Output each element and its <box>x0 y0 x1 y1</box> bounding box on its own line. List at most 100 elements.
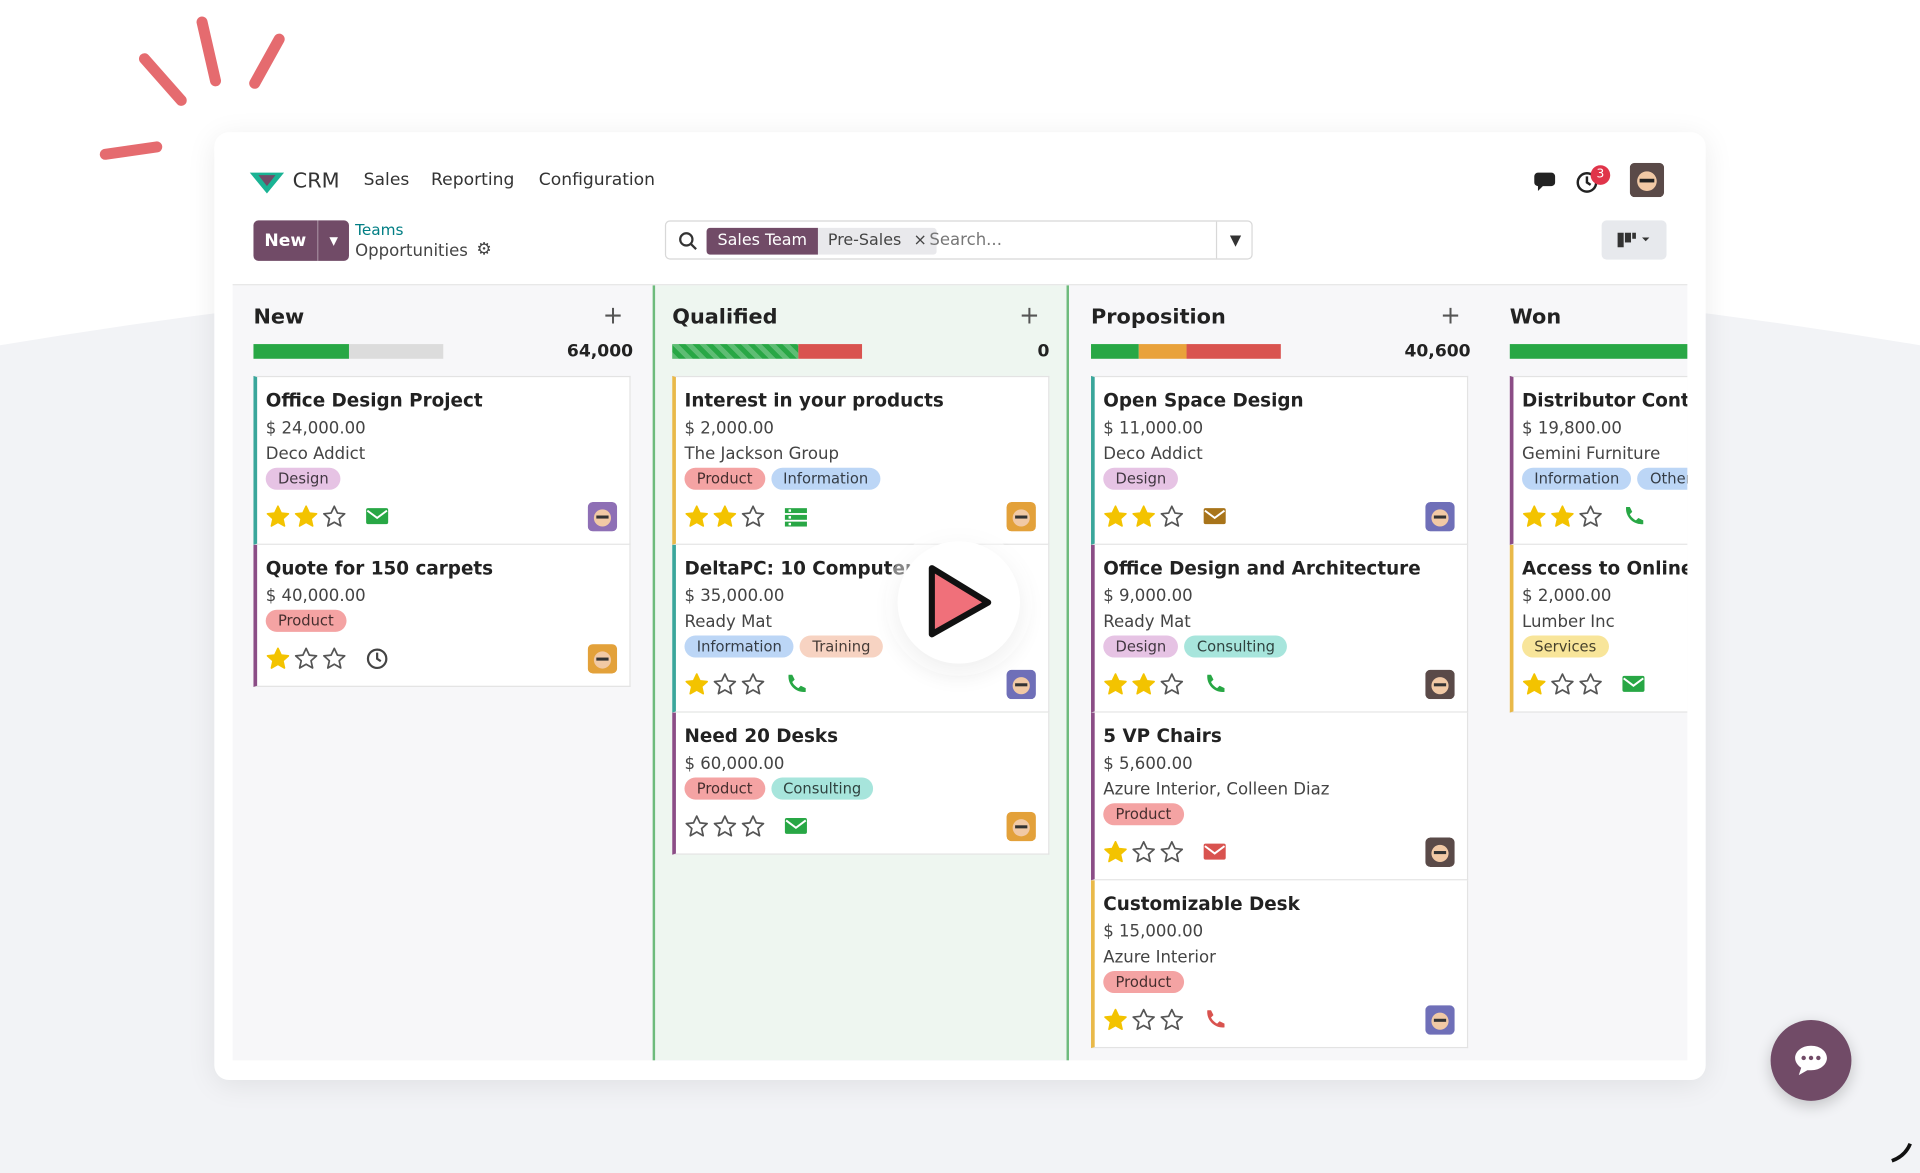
menu-item[interactable]: Reporting <box>431 170 515 190</box>
add-card[interactable]: + <box>1440 300 1461 330</box>
priority[interactable] <box>266 504 350 528</box>
progress-segment[interactable] <box>253 344 349 359</box>
star[interactable] <box>1522 504 1546 528</box>
new-label[interactable]: New <box>253 220 319 261</box>
progress-segment[interactable] <box>1091 344 1139 359</box>
priority[interactable] <box>1522 504 1606 528</box>
star[interactable] <box>713 672 737 696</box>
star[interactable] <box>1131 1008 1155 1032</box>
star[interactable] <box>713 814 737 838</box>
card-avatar[interactable] <box>1425 669 1455 700</box>
star[interactable] <box>1550 672 1574 696</box>
star[interactable] <box>1103 672 1127 696</box>
star[interactable] <box>322 647 346 671</box>
progress-segment[interactable] <box>1185 344 1281 359</box>
priority[interactable] <box>1103 672 1187 696</box>
kanban-card[interactable]: Need 20 Desks $ 60,000.00 Product Consultin… <box>672 712 1050 855</box>
menu-item[interactable]: Sales <box>363 170 410 190</box>
star[interactable] <box>1160 1008 1184 1032</box>
star[interactable] <box>1103 1008 1127 1032</box>
star[interactable] <box>684 672 709 696</box>
star[interactable] <box>1131 672 1155 696</box>
card-title: Quote for 150 carpets <box>265 557 494 580</box>
search-bar[interactable]: Sales Team Pre-Sales × Search... ▼ <box>664 220 1254 260</box>
chat-icon[interactable] <box>1533 169 1560 193</box>
star[interactable] <box>1160 672 1184 696</box>
play-button[interactable] <box>897 541 1020 664</box>
star[interactable] <box>741 672 765 696</box>
kanban-card[interactable]: Office Design and Architecture $ 9,000.00… <box>1091 544 1469 713</box>
star[interactable] <box>294 647 318 671</box>
tag: Design <box>1103 467 1179 490</box>
kanban-card[interactable]: Distributor Contract $ 19,800.00 Gemini Fu… <box>1509 375 1688 545</box>
star[interactable] <box>1160 504 1184 528</box>
card-avatar[interactable] <box>1006 669 1036 700</box>
star[interactable] <box>684 814 709 838</box>
kanban-card[interactable]: Interest in your products $ 2,000.00 The J… <box>672 375 1050 545</box>
star[interactable] <box>1103 504 1127 528</box>
facet-remove[interactable]: × <box>911 227 937 255</box>
priority[interactable] <box>684 504 768 528</box>
star[interactable] <box>266 504 290 528</box>
search-dropdown[interactable]: ▼ <box>1215 221 1254 259</box>
star[interactable] <box>266 647 290 671</box>
new-dropdown[interactable]: ▾ <box>329 230 338 251</box>
activity-icon <box>1622 675 1645 692</box>
app-name[interactable]: CRM <box>292 168 340 194</box>
kanban-card[interactable]: Open Space Design $ 11,000.00 Deco Addict D… <box>1091 375 1469 545</box>
star[interactable] <box>713 504 737 528</box>
star[interactable] <box>684 504 709 528</box>
column-progress <box>253 344 444 359</box>
progress-segment[interactable] <box>798 344 863 359</box>
star[interactable] <box>1578 504 1602 528</box>
star[interactable] <box>741 814 765 838</box>
add-card[interactable]: + <box>602 300 624 330</box>
search-facet[interactable]: Sales Team Pre-Sales × <box>706 227 937 255</box>
tag: Training <box>800 635 883 658</box>
priority[interactable] <box>1522 672 1606 696</box>
chat-button[interactable] <box>1770 1020 1852 1101</box>
star[interactable] <box>741 504 765 528</box>
star[interactable] <box>322 504 346 528</box>
search-placeholder[interactable]: Search... <box>929 230 1002 250</box>
card-avatar[interactable] <box>1425 502 1455 532</box>
progress-segment[interactable] <box>672 344 799 359</box>
star[interactable] <box>1160 840 1184 864</box>
kanban-card[interactable]: Customizable Desk $ 15,000.00 Azure Interi… <box>1091 880 1469 1049</box>
kanban-card[interactable]: Office Design Project $ 24,000.00 Deco Add… <box>253 375 631 545</box>
priority[interactable] <box>1103 1008 1187 1032</box>
star[interactable] <box>1578 672 1602 696</box>
user-avatar[interactable] <box>1629 162 1665 198</box>
breadcrumb[interactable]: Teams <box>355 220 404 239</box>
card-avatar[interactable] <box>1006 811 1036 842</box>
view-switcher[interactable] <box>1601 220 1667 260</box>
new-button[interactable]: New ▾ <box>253 220 349 261</box>
progress-segment[interactable] <box>348 344 444 359</box>
priority[interactable] <box>1103 840 1187 864</box>
card-tags: Product <box>1103 803 1454 827</box>
progress-segment[interactable] <box>1509 344 1688 359</box>
card-avatar[interactable] <box>1006 502 1036 532</box>
star[interactable] <box>1131 504 1155 528</box>
priority[interactable] <box>266 647 350 671</box>
star[interactable] <box>1103 840 1127 864</box>
priority[interactable] <box>1103 504 1187 528</box>
star[interactable] <box>294 504 318 528</box>
settings-gear[interactable]: ⚙ <box>476 240 492 260</box>
priority[interactable] <box>684 672 768 696</box>
progress-segment[interactable] <box>1138 344 1186 359</box>
star[interactable] <box>1131 840 1155 864</box>
menu-item[interactable]: Configuration <box>538 170 656 190</box>
star[interactable] <box>1550 504 1574 528</box>
card-avatar[interactable] <box>587 502 618 532</box>
activity-icon <box>1203 843 1226 860</box>
card-avatar[interactable] <box>587 644 618 674</box>
kanban-card[interactable]: Access to Online Catalog $ 2,000.00 Lumber… <box>1509 544 1688 713</box>
kanban-card[interactable]: 5 VP Chairs $ 5,600.00 Azure Interior, Col… <box>1091 712 1469 881</box>
card-avatar[interactable] <box>1425 837 1455 867</box>
card-avatar[interactable] <box>1425 1005 1455 1035</box>
add-card[interactable]: + <box>1019 300 1040 330</box>
priority[interactable] <box>684 814 768 838</box>
star[interactable] <box>1522 672 1546 696</box>
kanban-card[interactable]: Quote for 150 carpets $ 40,000.00 Product <box>253 544 631 687</box>
